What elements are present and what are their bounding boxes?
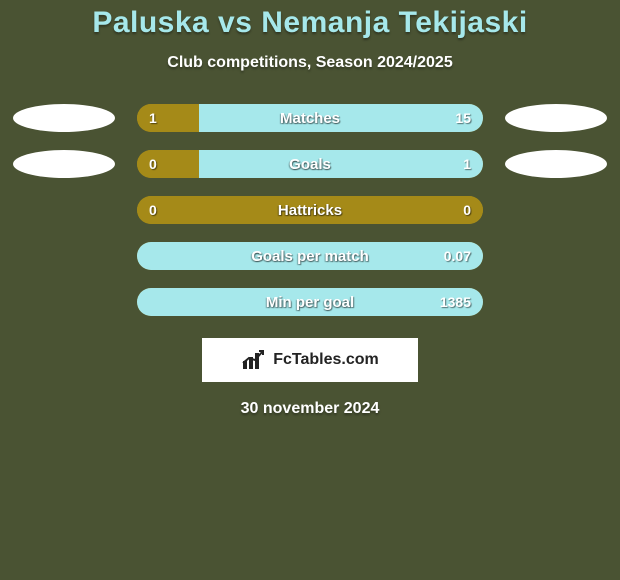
stat-row: 1385Min per goal	[0, 288, 620, 316]
brand-text: FcTables.com	[273, 351, 379, 369]
page-title: Paluska vs Nemanja Tekijaski	[0, 6, 620, 40]
spacer	[13, 242, 115, 270]
stat-value-right: 1385	[440, 288, 471, 316]
stat-bar: 00Hattricks	[137, 196, 483, 224]
stat-value-left: 0	[149, 150, 157, 178]
stat-bar-right-fill	[137, 288, 483, 316]
stat-value-right: 0	[463, 196, 471, 224]
stat-row: 01Goals	[0, 150, 620, 178]
stat-bar-right-fill	[199, 150, 483, 178]
date-text: 30 november 2024	[0, 400, 620, 418]
stat-value-left: 1	[149, 104, 157, 132]
brand-badge: FcTables.com	[202, 338, 418, 382]
stat-bar: 01Goals	[137, 150, 483, 178]
stat-row: 0.07Goals per match	[0, 242, 620, 270]
spacer	[505, 196, 607, 224]
spacer	[505, 242, 607, 270]
stat-value-right: 15	[455, 104, 471, 132]
spacer	[13, 196, 115, 224]
stat-bar-left-fill	[137, 196, 483, 224]
stat-bar: 1385Min per goal	[137, 288, 483, 316]
subtitle: Club competitions, Season 2024/2025	[0, 54, 620, 72]
stat-value-right: 1	[463, 150, 471, 178]
player-left-marker	[13, 104, 115, 132]
stat-bar: 115Matches	[137, 104, 483, 132]
player-right-marker	[505, 150, 607, 178]
stat-row: 00Hattricks	[0, 196, 620, 224]
stat-bar: 0.07Goals per match	[137, 242, 483, 270]
comparison-card: Paluska vs Nemanja Tekijaski Club compet…	[0, 0, 620, 418]
stat-bar-right-fill	[199, 104, 483, 132]
stat-row: 115Matches	[0, 104, 620, 132]
stat-bar-left-fill	[137, 150, 199, 178]
stat-rows: 115Matches01Goals00Hattricks0.07Goals pe…	[0, 104, 620, 316]
stat-value-left: 0	[149, 196, 157, 224]
spacer	[13, 288, 115, 316]
spacer	[505, 288, 607, 316]
player-right-marker	[505, 104, 607, 132]
player-left-marker	[13, 150, 115, 178]
stat-bar-left-fill	[137, 104, 199, 132]
stat-value-right: 0.07	[444, 242, 471, 270]
chart-icon	[241, 349, 267, 371]
stat-bar-right-fill	[137, 242, 483, 270]
